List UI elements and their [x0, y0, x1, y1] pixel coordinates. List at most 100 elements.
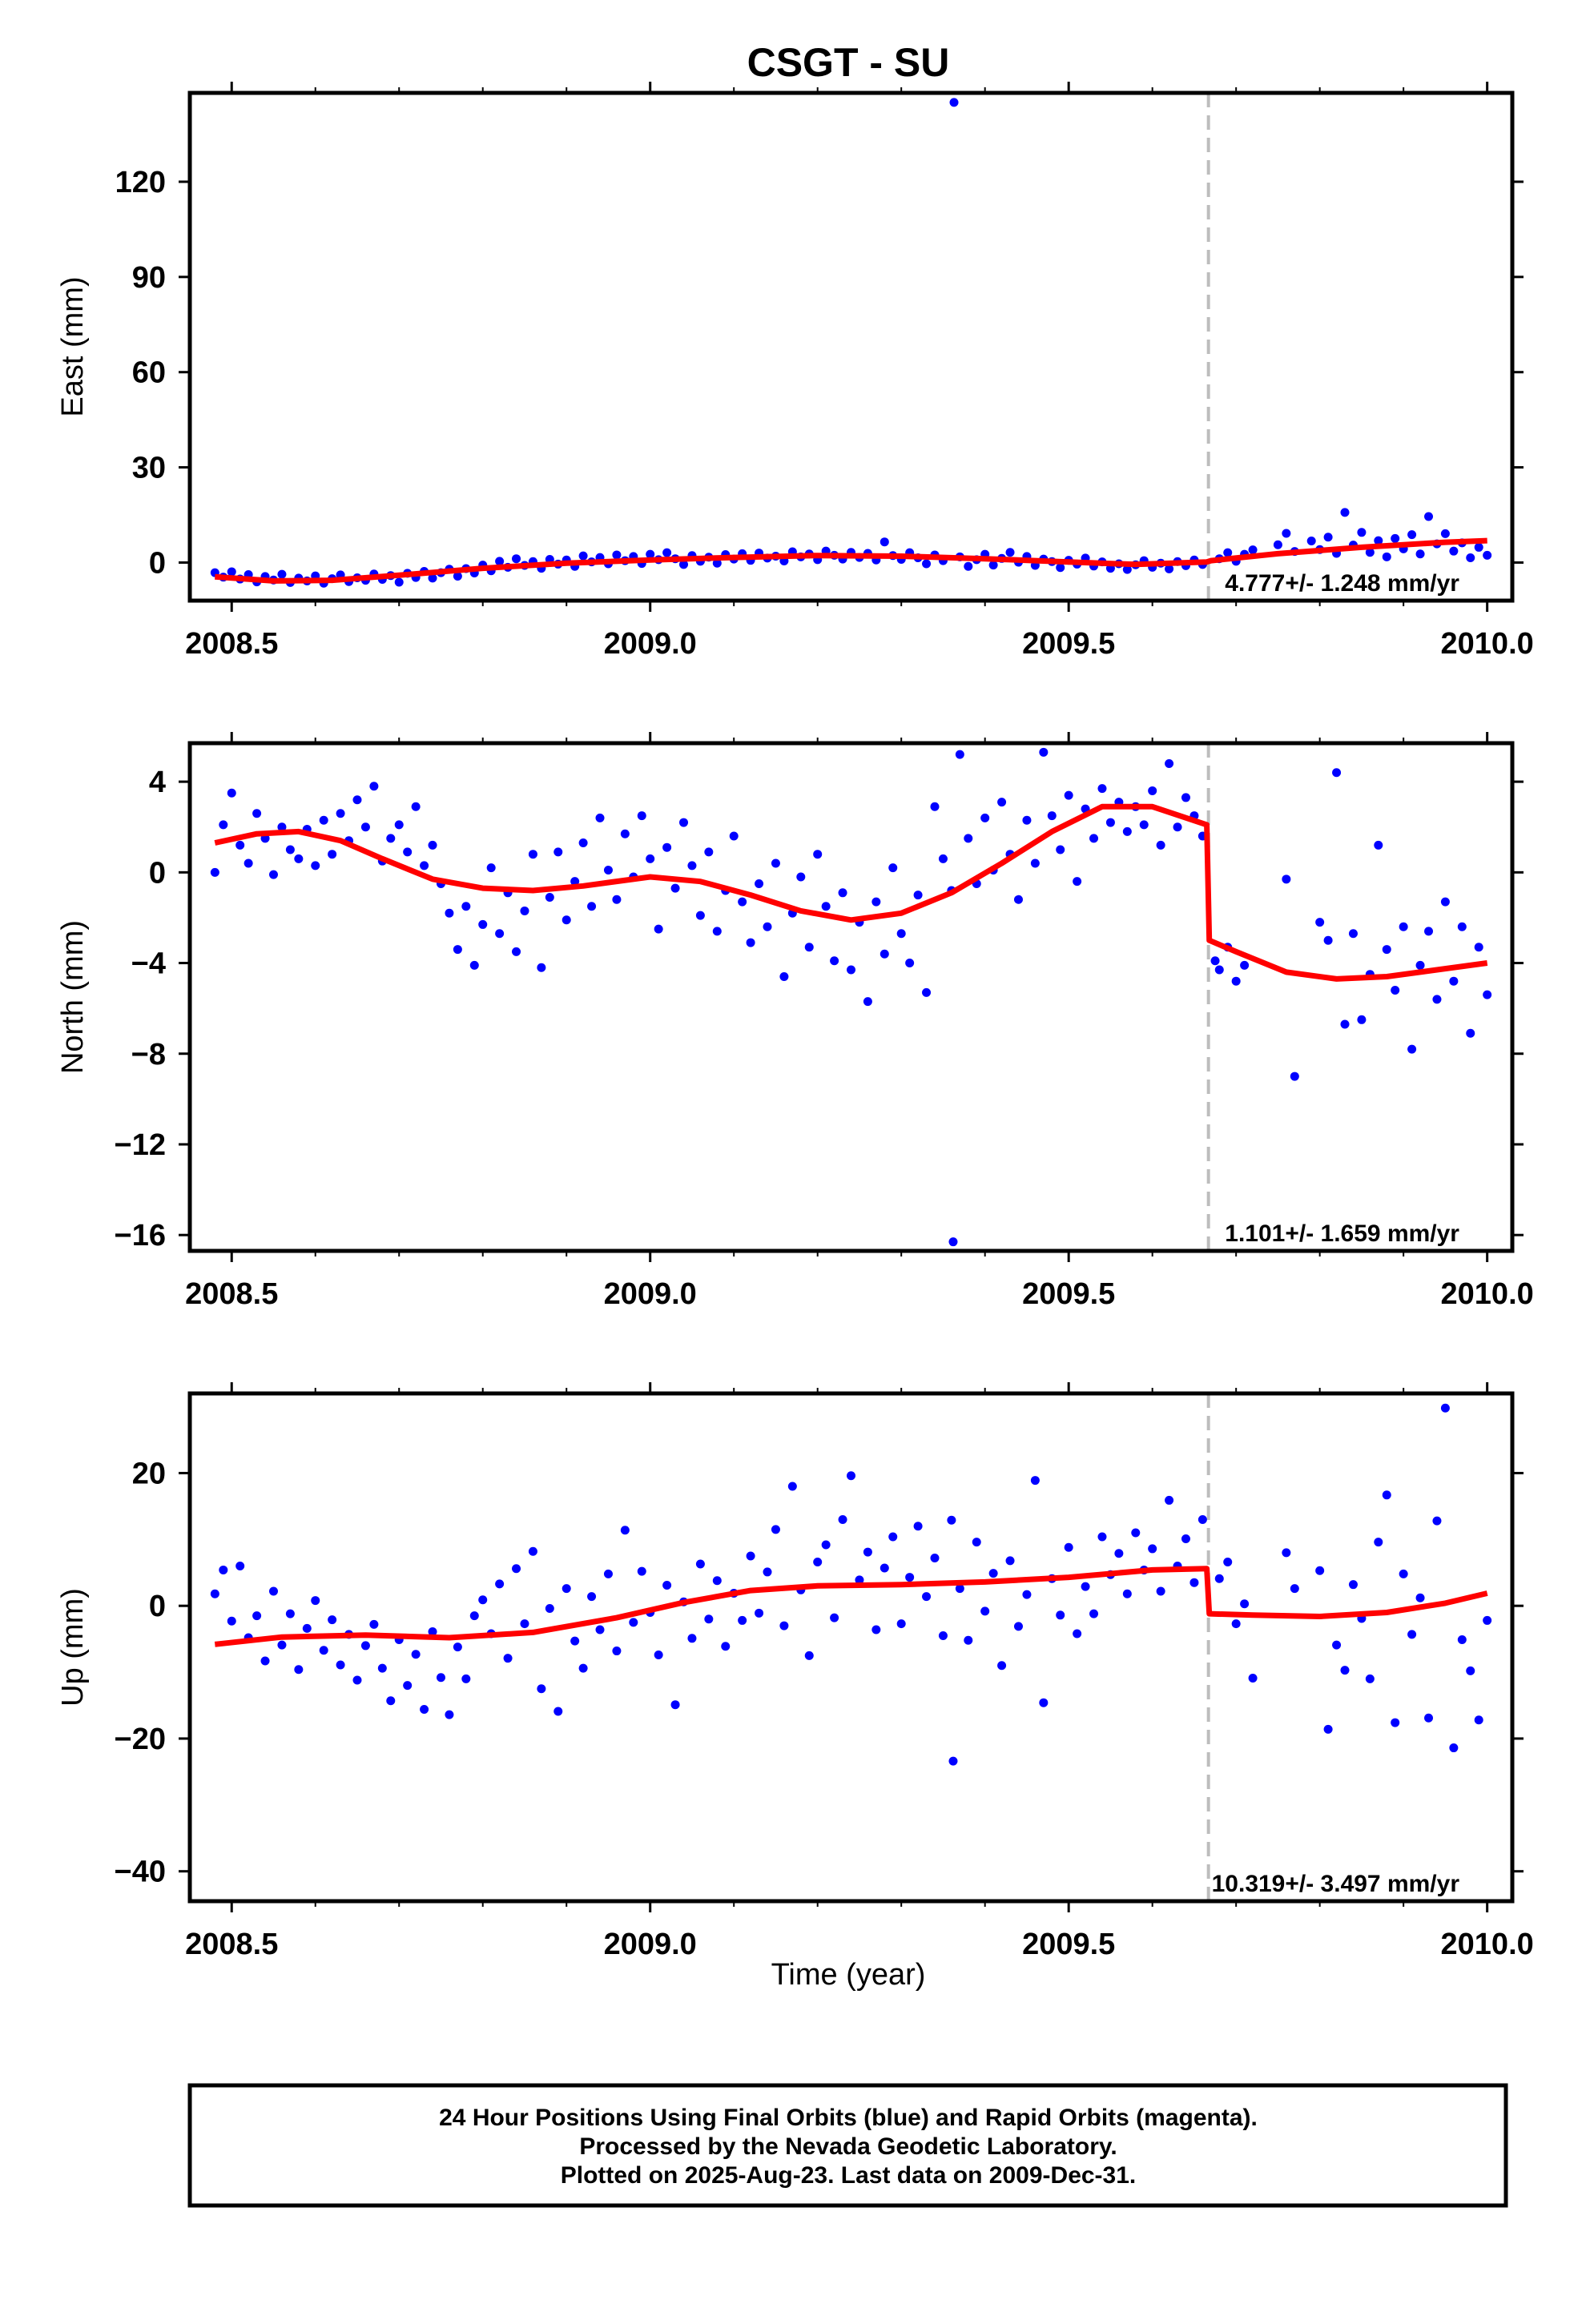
data-point	[880, 1563, 889, 1573]
north-rate-label: 1.101+/- 1.659 mm/yr	[1225, 1220, 1459, 1247]
data-point	[570, 877, 580, 887]
data-point	[252, 1611, 262, 1621]
data-point	[302, 1623, 312, 1633]
data-point	[1181, 793, 1190, 802]
y-tick-label: 60	[132, 356, 166, 390]
data-point	[654, 924, 663, 934]
data-point	[1440, 1403, 1450, 1413]
data-point	[1097, 784, 1107, 794]
data-point	[420, 1704, 429, 1714]
data-point	[1407, 1044, 1417, 1054]
data-point	[1415, 549, 1425, 559]
data-point	[1357, 528, 1367, 537]
data-point	[1105, 818, 1115, 827]
data-point	[469, 1611, 479, 1621]
data-point	[1056, 563, 1065, 573]
data-point	[1357, 1015, 1367, 1024]
x-tick-label: 2008.5	[185, 1928, 278, 1961]
data-point	[1440, 897, 1450, 907]
data-point	[1323, 1724, 1333, 1734]
data-point	[436, 1673, 445, 1683]
data-point	[729, 831, 739, 841]
data-point	[905, 959, 915, 968]
data-point	[804, 943, 814, 952]
data-point	[654, 1651, 663, 1660]
figure-title: CSGT - SU	[747, 40, 950, 85]
data-point	[1483, 550, 1492, 560]
data-point	[1089, 1609, 1099, 1618]
up-panel: 2008.5 2009.0 2009.5 2010.0 −40 −20 0 20 Up (mm)…	[56, 1382, 1534, 1961]
data-point	[1181, 1534, 1190, 1543]
data-point	[1348, 929, 1358, 939]
y-tick-label: 30	[132, 452, 166, 485]
data-point	[386, 834, 396, 843]
data-point	[813, 1558, 823, 1567]
data-point	[1374, 1538, 1383, 1547]
data-point	[1223, 548, 1233, 557]
data-point	[1457, 922, 1467, 931]
data-point	[311, 861, 320, 870]
data-point	[830, 1613, 839, 1622]
data-point	[553, 847, 563, 857]
data-point	[1022, 815, 1032, 825]
data-point	[1365, 548, 1375, 557]
data-point	[461, 1674, 471, 1683]
data-point	[1382, 1490, 1391, 1500]
data-point	[1231, 976, 1241, 986]
data-point	[603, 866, 613, 875]
data-point	[1382, 552, 1391, 561]
data-point	[620, 829, 630, 838]
data-point	[1323, 533, 1333, 542]
data-point	[1282, 875, 1291, 884]
north-panel: 2008.5 2009.0 2009.5 2010.0 −16 −12 −8 −4 0 4 Nort…	[56, 732, 1534, 1311]
data-point	[562, 915, 571, 925]
data-point	[319, 1646, 328, 1655]
data-point	[1415, 1593, 1425, 1602]
data-point	[1173, 822, 1182, 832]
data-point	[888, 863, 898, 873]
data-point	[1122, 826, 1132, 836]
data-point	[704, 847, 714, 857]
data-point	[1391, 986, 1400, 995]
data-point	[938, 854, 948, 863]
data-point	[1391, 533, 1400, 543]
data-point	[1407, 1630, 1417, 1639]
data-point	[411, 802, 421, 811]
y-tick-label: 120	[115, 166, 166, 199]
y-tick-label: 0	[149, 546, 166, 580]
data-point	[955, 1584, 964, 1594]
data-point	[905, 1573, 915, 1582]
data-point	[1340, 1019, 1350, 1029]
data-point	[210, 867, 219, 877]
data-point	[712, 927, 722, 936]
data-point	[1165, 564, 1174, 573]
data-point	[787, 1482, 797, 1491]
y-tick-label: 20	[132, 1457, 166, 1490]
data-point	[896, 929, 906, 939]
data-point	[763, 1567, 772, 1577]
data-point	[1047, 811, 1057, 821]
data-point	[1432, 995, 1442, 1004]
data-point	[1165, 1495, 1174, 1505]
data-point	[779, 1621, 789, 1630]
data-point	[268, 870, 278, 879]
data-point	[922, 559, 932, 569]
footer-frame	[187, 2083, 1508, 2208]
data-point	[830, 956, 839, 966]
data-point	[277, 569, 287, 579]
data-point	[813, 850, 823, 859]
east-y-axis-title: East (mm)	[56, 276, 90, 416]
data-point	[570, 1636, 580, 1646]
data-point	[352, 795, 362, 805]
data-point	[855, 1575, 864, 1585]
data-point	[587, 902, 597, 911]
data-point	[1282, 529, 1291, 538]
data-point	[453, 945, 462, 955]
data-point	[1474, 1715, 1483, 1725]
data-point	[328, 1615, 337, 1625]
data-point	[938, 1630, 948, 1640]
data-point	[1474, 943, 1483, 952]
data-point	[1039, 1698, 1049, 1707]
data-point	[629, 1618, 638, 1627]
